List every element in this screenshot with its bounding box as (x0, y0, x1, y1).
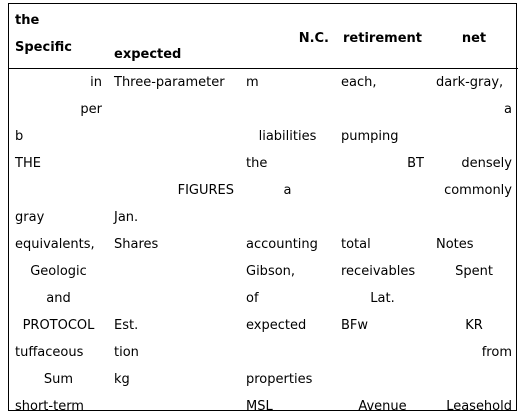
table-cell (9, 177, 108, 204)
table-cell: liabilities (240, 123, 335, 150)
header-cell-1: the Specific (9, 4, 108, 69)
table-cell: MSL (240, 393, 335, 420)
table-cell: in (9, 69, 108, 97)
table-cell (335, 96, 430, 123)
table-row: Sum kg properties (9, 366, 518, 393)
header-cell-3: N.C. (240, 4, 335, 69)
table-row: Geologic Gibson, receivables Spent (9, 258, 518, 285)
data-table-frame: the Specific expected N.C. retirement ne… (8, 3, 517, 411)
table-cell: KR (430, 312, 518, 339)
table-cell: Gibson, (240, 258, 335, 285)
data-table: the Specific expected N.C. retirement ne… (9, 4, 518, 420)
table-cell: Geologic (9, 258, 108, 285)
header-cell-1-line-2: Specific (15, 39, 102, 66)
table-cell: receivables (335, 258, 430, 285)
table-cell: equivalents, (9, 231, 108, 258)
table-cell: a (430, 96, 518, 123)
table-cell: total (335, 231, 430, 258)
table-cell (240, 339, 335, 366)
table-cell: Sum (9, 366, 108, 393)
table-cell: each, (335, 69, 430, 97)
table-cell: b (9, 123, 108, 150)
table-cell: Jan. (108, 204, 240, 231)
table-cell: tion (108, 339, 240, 366)
table-cell: accounting (240, 231, 335, 258)
table-cell (108, 150, 240, 177)
table-cell (335, 339, 430, 366)
table-cell (240, 96, 335, 123)
table-cell: a (240, 177, 335, 204)
table-row: THE the BT densely (9, 150, 518, 177)
table-cell: and (9, 285, 108, 312)
table-cell: tuffaceous (9, 339, 108, 366)
table-cell: THE (9, 150, 108, 177)
table-cell: of (240, 285, 335, 312)
table-row: PROTOCOL Est. expected BFw KR (9, 312, 518, 339)
table-cell (108, 96, 240, 123)
table-cell: Shares (108, 231, 240, 258)
table-cell: short-term (9, 393, 108, 420)
table-header: the Specific expected N.C. retirement ne… (9, 4, 518, 69)
table-cell (335, 366, 430, 393)
table-row: b liabilities pumping (9, 123, 518, 150)
table-cell (108, 393, 240, 420)
table-row: per a (9, 96, 518, 123)
header-cell-4: retirement (335, 4, 430, 69)
header-cell-5: net (430, 4, 518, 69)
table-cell: properties (240, 366, 335, 393)
header-cell-2: expected (108, 4, 240, 69)
table-cell: Three-parameter (108, 69, 240, 97)
table-cell: BT (335, 150, 430, 177)
table-cell (335, 177, 430, 204)
table-cell (240, 204, 335, 231)
table-cell: densely (430, 150, 518, 177)
table-cell (430, 366, 518, 393)
header-row: the Specific expected N.C. retirement ne… (9, 4, 518, 69)
table-row: FIGURES a commonly (9, 177, 518, 204)
table-row: in Three-parameter m each, dark-gray, (9, 69, 518, 97)
table-cell: FIGURES (108, 177, 240, 204)
table-row: and of Lat. (9, 285, 518, 312)
table-cell: Est. (108, 312, 240, 339)
table-cell (108, 285, 240, 312)
table-cell: Spent (430, 258, 518, 285)
table-cell (335, 204, 430, 231)
table-row: equivalents, Shares accounting total Not… (9, 231, 518, 258)
table-cell (430, 285, 518, 312)
header-cell-1-line-1: the (15, 12, 102, 39)
table-cell: the (240, 150, 335, 177)
table-cell: BFw (335, 312, 430, 339)
table-cell: Avenue (335, 393, 430, 420)
table-cell: Leasehold (430, 393, 518, 420)
table-row: tuffaceous tion from (9, 339, 518, 366)
table-cell: dark-gray, (430, 69, 518, 97)
table-cell: expected (240, 312, 335, 339)
table-cell (430, 123, 518, 150)
table-cell: m (240, 69, 335, 97)
table-row: gray Jan. (9, 204, 518, 231)
table-cell: Notes (430, 231, 518, 258)
table-cell: from (430, 339, 518, 366)
table-cell: gray (9, 204, 108, 231)
table-cell: PROTOCOL (9, 312, 108, 339)
table-row: short-term MSL Avenue Leasehold (9, 393, 518, 420)
table-cell: commonly (430, 177, 518, 204)
table-cell (430, 204, 518, 231)
table-cell (108, 258, 240, 285)
table-cell: per (9, 96, 108, 123)
table-cell: Lat. (335, 285, 430, 312)
table-body: in Three-parameter m each, dark-gray, pe… (9, 69, 518, 420)
table-cell (108, 123, 240, 150)
table-cell: pumping (335, 123, 430, 150)
table-cell: kg (108, 366, 240, 393)
